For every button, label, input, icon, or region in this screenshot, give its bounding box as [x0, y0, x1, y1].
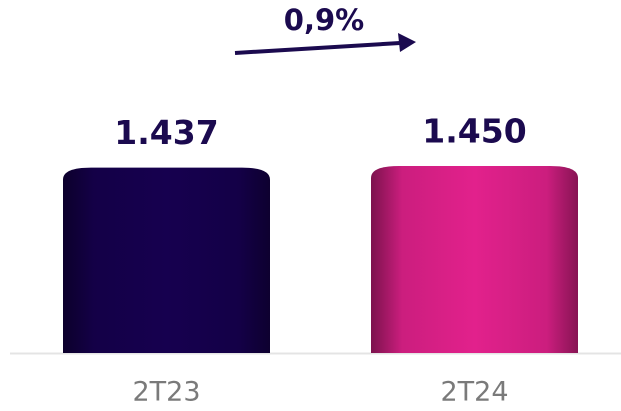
arrow-head — [398, 33, 416, 52]
annotation: 0,9% — [284, 3, 364, 37]
x-tick-label: 2T24 — [440, 377, 508, 408]
value-label: 1.450 — [422, 112, 526, 151]
bar — [371, 166, 578, 353]
trend-arrow — [234, 41, 401, 55]
x-tick-label: 2T23 — [132, 377, 200, 408]
bar — [63, 167, 270, 353]
value-label: 1.437 — [114, 113, 218, 152]
